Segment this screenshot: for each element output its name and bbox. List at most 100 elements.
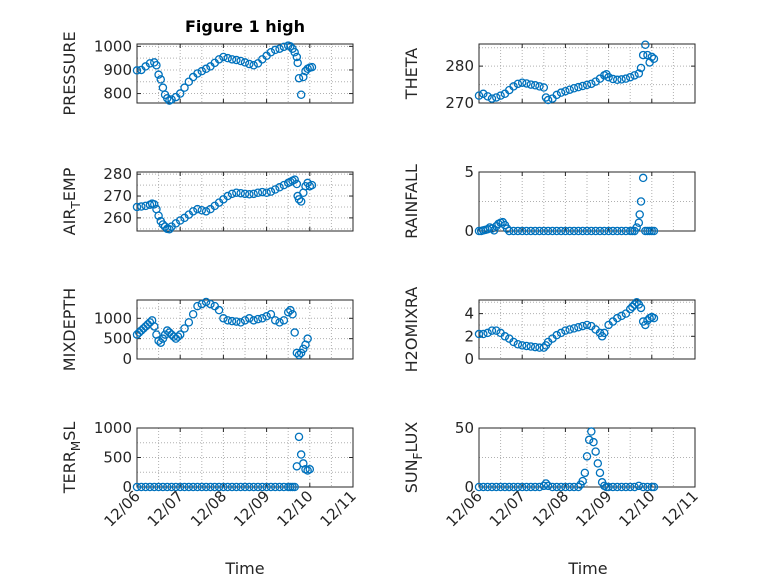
data-point: [526, 80, 536, 89]
data-point: [160, 222, 170, 231]
data-point: [565, 85, 574, 94]
data-point: [541, 479, 551, 488]
data-point: [197, 66, 207, 76]
y-tick-label: 50: [455, 419, 474, 437]
data-point: [487, 482, 497, 492]
axes-background: [137, 172, 353, 231]
data-point: [625, 304, 635, 314]
data-point: [296, 90, 306, 99]
data-point: [552, 482, 562, 492]
data-point: [552, 330, 562, 340]
data-point: [561, 482, 570, 492]
data-point: [296, 450, 306, 459]
data-point: [223, 316, 232, 325]
data-point: [504, 482, 514, 492]
data-point: [214, 305, 224, 315]
data-point: [245, 59, 254, 69]
y-tick-label: 280: [103, 165, 132, 183]
data-point: [245, 482, 254, 492]
data-point: [483, 92, 492, 101]
data-point: [600, 328, 609, 338]
data-point: [137, 202, 146, 211]
data-point: [193, 204, 202, 214]
data-point: [578, 476, 587, 486]
data-point: [509, 337, 518, 347]
data-point: [266, 48, 276, 57]
subplot-1: 800 900 1000 PRESSURE: [60, 31, 354, 116]
data-point: [292, 52, 302, 62]
y-tick-label: 0: [464, 350, 474, 368]
y-tick-label: 500: [103, 330, 132, 348]
data-point: [548, 482, 557, 492]
data-point: [587, 427, 596, 436]
data-point: [625, 482, 635, 492]
data-point: [621, 74, 631, 83]
data-point: [569, 324, 579, 333]
data-point: [219, 482, 228, 492]
y-axis-label: TERRMSL: [60, 422, 83, 495]
y-tick-label: 0: [464, 478, 474, 496]
data-point: [158, 220, 168, 229]
data-point: [288, 309, 297, 319]
x-tick-label: 12/11: [659, 487, 702, 530]
data-point: [232, 188, 241, 198]
y-axis-label: MIXDEPTH: [60, 288, 79, 371]
x-tick-label: 12/11: [317, 487, 360, 530]
data-point: [617, 226, 626, 236]
data-point: [649, 54, 659, 64]
data-point: [266, 482, 276, 492]
data-point: [296, 348, 306, 358]
data-point: [171, 482, 181, 492]
data-point: [496, 482, 505, 492]
data-point: [649, 482, 659, 492]
data-point: [232, 55, 241, 65]
y-axis-label-subscript: T: [69, 201, 83, 210]
subplot-4: 0 5 RAINFALL: [402, 163, 696, 240]
data-point: [236, 318, 245, 327]
data-point: [279, 316, 289, 325]
data-point: [219, 52, 228, 62]
data-point: [150, 200, 159, 209]
data-point: [608, 74, 618, 84]
data-point: [552, 90, 562, 100]
data-point: [582, 320, 592, 330]
data-point: [587, 226, 596, 236]
data-point: [180, 482, 189, 492]
data-point: [621, 309, 631, 318]
x-axis-label-right: Time: [567, 559, 607, 578]
data-point: [262, 482, 271, 492]
data-point: [580, 468, 590, 478]
data-point: [496, 91, 505, 100]
data-point: [197, 299, 207, 309]
data-point: [535, 226, 544, 236]
y-tick-label: 5: [464, 163, 474, 181]
data-point: [240, 189, 250, 199]
data-point: [561, 86, 570, 96]
data-point: [299, 344, 308, 354]
x-tick-label: 12/08: [187, 487, 230, 530]
data-point: [249, 189, 258, 199]
data-point: [240, 316, 250, 325]
data-point: [154, 482, 163, 492]
data-point: [565, 226, 574, 236]
data-point: [232, 317, 241, 326]
data-point: [223, 482, 232, 492]
data-point: [292, 179, 302, 189]
data-point: [479, 482, 488, 492]
data-point: [201, 482, 211, 492]
y-axis-label-suffix: SL: [60, 422, 79, 441]
data-point: [167, 482, 176, 492]
data-point: [173, 332, 183, 341]
data-point: [188, 207, 198, 216]
x-tick-label: 12/09: [230, 487, 273, 530]
y-axis-label: AIRTEMP: [60, 167, 83, 235]
data-point: [262, 312, 271, 321]
data-point: [552, 226, 562, 236]
y-axis-label-text: SUN: [402, 459, 421, 493]
data-point: [630, 71, 639, 80]
data-point: [175, 482, 185, 492]
data-point: [152, 60, 161, 70]
axes-frame: [478, 43, 696, 104]
